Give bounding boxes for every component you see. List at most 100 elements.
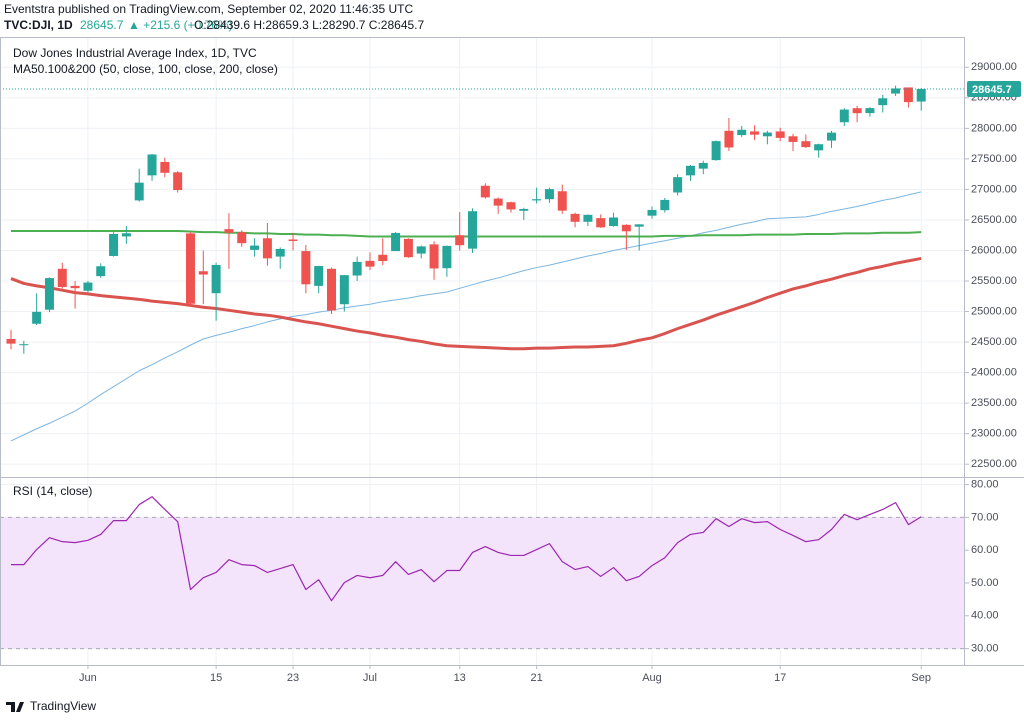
candle-body (262, 238, 272, 259)
y-tick-label: 23500.00 (971, 397, 1017, 409)
x-tick-label: 15 (210, 672, 222, 684)
candle-body (891, 88, 901, 94)
x-tick-label: Aug (642, 672, 662, 684)
candle-body (801, 141, 811, 148)
y-tick-label: 24000.00 (971, 366, 1017, 378)
candle-body (698, 162, 708, 169)
candle-body (224, 229, 234, 233)
candle-body (6, 339, 16, 344)
candle-body (532, 199, 542, 201)
y-tick-label: 25500.00 (971, 275, 1017, 287)
chart-title: RSI (14, close) (13, 484, 92, 498)
price: 28645.7 (80, 18, 124, 32)
candle-body (660, 199, 670, 211)
candle-body (711, 141, 721, 161)
rsi-band (0, 517, 965, 649)
moving-average-line (11, 229, 922, 238)
y-tick-label: 25000.00 (971, 305, 1017, 317)
last-price-label: 28645.7 (972, 84, 1012, 96)
candle-body (596, 218, 606, 228)
candle-body (544, 189, 554, 200)
x-tick-label: 23 (287, 672, 299, 684)
x-tick-label: 13 (454, 672, 466, 684)
ohlc: O:28439.6 H:28659.3 L:28290.7 C:28645.7 (194, 18, 425, 32)
candle-body (647, 209, 657, 216)
candle-body (416, 246, 426, 254)
text-layer: Eventstra published on TradingView.com, … (4, 2, 1021, 684)
candle-body (160, 161, 170, 173)
candle-body (493, 198, 503, 206)
rsi-line (11, 496, 922, 602)
candle-body (134, 182, 144, 201)
candle-body (70, 285, 80, 289)
last-price-box (967, 80, 1021, 97)
symbol: TVC:DJI, 1D (4, 18, 73, 32)
candle-body (365, 260, 375, 267)
candle-body (903, 87, 913, 103)
candle-body (391, 232, 401, 252)
candle-body (737, 129, 747, 136)
y-tick-label: 29000.00 (971, 61, 1017, 73)
candle-body (109, 233, 119, 256)
candle-body (557, 191, 567, 211)
candle-body (480, 185, 490, 198)
candle-body (724, 130, 734, 148)
x-tick-label: Sep (911, 672, 931, 684)
candle-body (762, 132, 772, 137)
y-tick-label: 22500.00 (971, 458, 1017, 470)
candle-body (673, 177, 683, 193)
candle-body (788, 136, 798, 142)
candle-body (378, 254, 388, 262)
chart-subtitle: MA50.100&200 (50, close, 100, close, 200… (13, 62, 278, 76)
y-tick-label: 26500.00 (971, 214, 1017, 226)
candle-body (19, 344, 29, 346)
candle-body (57, 268, 67, 288)
candle-body (96, 266, 106, 277)
x-tick-label: 21 (530, 672, 542, 684)
y-tick-label: 24500.00 (971, 336, 1017, 348)
logo-icon (6, 702, 24, 712)
candle-body (570, 213, 580, 222)
candle-body (173, 172, 183, 191)
candle-body (211, 264, 221, 294)
candle-body (185, 233, 195, 304)
candle-body (685, 165, 695, 176)
candle-body (250, 245, 260, 250)
candle-body (327, 268, 336, 311)
y-tick-label: 70.00 (971, 511, 999, 523)
y-tick-label: 23000.00 (971, 428, 1017, 440)
frame (0, 37, 1024, 666)
candle-body (839, 109, 849, 123)
candle-body (83, 282, 93, 291)
candle-body (865, 108, 875, 114)
y-tick-label: 26000.00 (971, 244, 1017, 256)
candle-body (916, 88, 926, 102)
chart-title: Dow Jones Industrial Average Index, 1D, … (13, 46, 257, 60)
candle-body (147, 154, 157, 176)
candle-body (852, 108, 862, 114)
candle-body (750, 131, 760, 135)
change: ▲ +215.6 (+0.76%) (128, 18, 233, 32)
candle-body (814, 144, 824, 151)
candle-body (583, 214, 593, 222)
candle-body (609, 217, 619, 227)
candle-body (339, 275, 349, 305)
candle-body (237, 232, 247, 244)
moving-average-line (10, 256, 922, 351)
candle-body (429, 244, 439, 269)
candle-body (301, 251, 311, 285)
publisher: Eventstra published on TradingView.com, … (4, 2, 413, 16)
candle-body (442, 245, 452, 269)
y-tick-label: 27500.00 (971, 153, 1017, 165)
brand: TradingView (30, 699, 96, 713)
candle-body (826, 132, 836, 141)
grid-layer (0, 38, 969, 669)
x-tick-label: Jun (79, 672, 97, 684)
candle-body (775, 131, 785, 138)
candle-body (352, 261, 362, 276)
y-tick-label: 40.00 (971, 610, 999, 622)
candle-body (198, 271, 208, 275)
candle-body (314, 266, 324, 286)
plot-border (0, 37, 965, 666)
